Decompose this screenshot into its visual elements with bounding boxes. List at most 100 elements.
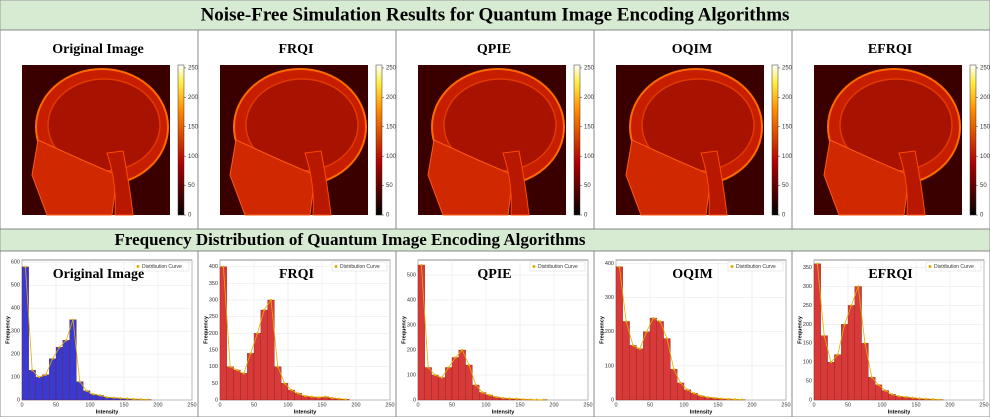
x-axis-label: Intensity	[888, 409, 912, 415]
x-tick-label: 100	[283, 402, 292, 408]
bar	[623, 321, 630, 400]
colorbar-tick-label: 50	[584, 183, 591, 189]
x-tick-label: 100	[877, 402, 886, 408]
curve-point	[38, 376, 40, 378]
curve-point	[482, 391, 484, 393]
curve-point	[52, 358, 54, 360]
curve-point	[884, 389, 886, 391]
curve-point	[147, 398, 149, 400]
bar	[452, 358, 459, 401]
bar	[234, 370, 241, 400]
legend-marker	[137, 265, 140, 268]
curve-point	[113, 397, 115, 399]
x-tick-label: 50	[251, 402, 257, 408]
colorbar-tick-label: 250	[782, 66, 793, 72]
bar	[862, 343, 869, 400]
curve-point	[837, 353, 839, 355]
colorbar-tick-label: 0	[188, 213, 192, 219]
curve-point	[693, 392, 695, 394]
curve-point	[454, 356, 456, 358]
mri-image	[22, 65, 170, 215]
colorbar	[574, 65, 580, 215]
y-tick-label: 250	[209, 314, 218, 320]
y-axis-label: Frequency	[797, 315, 803, 344]
x-tick-label: 50	[845, 402, 851, 408]
curve-point	[338, 398, 340, 400]
bar	[657, 321, 664, 400]
chart-title: EFRQI	[868, 267, 912, 282]
curve-point	[714, 397, 716, 399]
curve-point	[441, 376, 443, 378]
curve-point	[427, 366, 429, 368]
curve-point	[625, 320, 627, 322]
colorbar-tick-label: 50	[782, 183, 789, 189]
y-tick-label: 500	[407, 272, 416, 278]
bar	[868, 377, 875, 400]
curve-point	[250, 352, 252, 354]
y-axis-label: Frequency	[5, 315, 11, 344]
curve-point	[133, 398, 135, 400]
curve-point	[878, 384, 880, 386]
legend-label: Distribution Curve	[142, 264, 182, 270]
colorbar-tick-label: 200	[980, 95, 990, 101]
bar	[418, 265, 425, 400]
y-tick-label: 400	[11, 306, 20, 312]
bar	[636, 349, 643, 400]
mri-image	[220, 65, 368, 215]
x-tick-label: 100	[679, 402, 688, 408]
curve-point	[502, 397, 504, 399]
curve-point	[680, 382, 682, 384]
curve-point	[229, 366, 231, 368]
bar	[63, 340, 70, 400]
curve-point	[243, 372, 245, 374]
y-tick-label: 250	[803, 303, 812, 309]
colorbar	[970, 65, 976, 215]
curve-point	[529, 398, 531, 400]
curve-point	[823, 335, 825, 337]
x-tick-label: 250	[385, 402, 394, 408]
curve-point	[830, 361, 832, 363]
curve-point	[448, 366, 450, 368]
y-tick-label: 300	[11, 329, 20, 335]
y-tick-label: 300	[803, 284, 812, 290]
y-tick-label: 200	[407, 347, 416, 353]
curve-point	[284, 382, 286, 384]
legend-label: Distribution Curve	[934, 264, 974, 270]
bar	[425, 368, 432, 401]
legend-marker	[731, 265, 734, 268]
bar	[268, 300, 275, 400]
curve-point	[468, 364, 470, 366]
y-tick-label: 200	[11, 352, 20, 358]
bar	[29, 370, 36, 400]
colorbar-tick-label: 250	[584, 66, 595, 72]
curve-point	[461, 349, 463, 351]
mri-image	[616, 65, 764, 215]
bar	[42, 375, 49, 400]
y-tick-label: 50	[806, 379, 812, 385]
x-axis-label: Intensity	[96, 409, 120, 415]
curve-point	[58, 346, 60, 348]
colorbar-tick-label: 100	[188, 154, 199, 160]
legend-marker	[335, 265, 338, 268]
curve-point	[632, 344, 634, 346]
y-axis-label: Frequency	[203, 315, 209, 344]
curve-point	[734, 398, 736, 400]
colorbar-tick-label: 50	[386, 183, 393, 189]
colorbar-tick-label: 200	[584, 95, 595, 101]
colorbar-tick-label: 250	[188, 66, 199, 72]
chart-title: OQIM	[672, 267, 712, 282]
curve-point	[475, 384, 477, 386]
curve-point	[522, 398, 524, 400]
mri-image	[418, 65, 566, 215]
y-tick-label: 200	[605, 329, 614, 335]
colorbar-tick-label: 150	[386, 124, 397, 130]
colorbar-tick-label: 250	[980, 66, 990, 72]
x-axis-label: Intensity	[492, 409, 516, 415]
bar	[227, 367, 234, 400]
y-tick-label: 300	[209, 297, 218, 303]
curve-point	[536, 399, 538, 401]
x-tick-label: 150	[119, 402, 128, 408]
bar	[438, 378, 445, 401]
curve-point	[741, 399, 743, 401]
colorbar-tick-label: 50	[980, 183, 987, 189]
